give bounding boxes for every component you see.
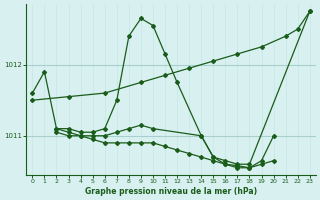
X-axis label: Graphe pression niveau de la mer (hPa): Graphe pression niveau de la mer (hPa) <box>85 187 257 196</box>
